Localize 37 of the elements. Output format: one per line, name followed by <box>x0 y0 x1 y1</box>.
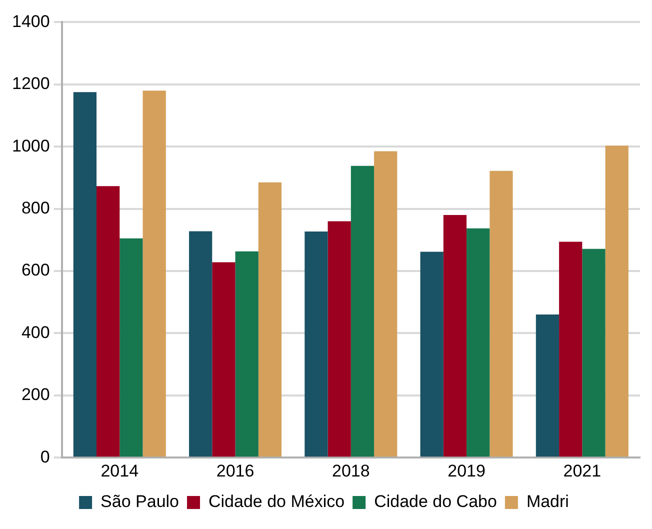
bar <box>582 248 606 457</box>
bar <box>350 166 374 457</box>
bar <box>189 231 212 457</box>
bar <box>374 151 398 457</box>
bar <box>304 232 328 457</box>
bar <box>536 314 560 457</box>
bar <box>490 170 513 457</box>
y-tick-label: 800 <box>21 198 50 218</box>
x-tick-label: 2014 <box>100 461 139 480</box>
legend-label: São Paulo <box>100 492 179 512</box>
y-tick-label: 200 <box>21 385 50 404</box>
bar <box>96 186 120 457</box>
y-tick-label: 400 <box>21 322 50 342</box>
y-tick-label: 600 <box>21 260 50 280</box>
bar <box>420 252 444 457</box>
bar <box>328 221 351 457</box>
bar <box>605 146 628 457</box>
bar <box>235 251 258 457</box>
y-tick-label: 1200 <box>12 74 50 94</box>
legend-label: Cidade do México <box>208 492 345 512</box>
y-tick-label: 1000 <box>12 136 50 156</box>
x-tick-label: 2021 <box>563 461 602 480</box>
y-tick-label: 0 <box>40 447 50 466</box>
x-tick-label: 2019 <box>448 461 486 480</box>
bar <box>443 215 467 457</box>
bar <box>466 228 490 457</box>
y-tick-label: 1400 <box>12 12 50 31</box>
bar <box>120 238 143 457</box>
bar <box>559 242 582 457</box>
x-tick-label: 2016 <box>216 461 254 480</box>
bar <box>73 92 97 457</box>
legend-label: Madri <box>526 492 569 512</box>
bar <box>142 90 166 457</box>
legend-label: Cidade do Cabo <box>374 492 497 512</box>
x-tick-label: 2018 <box>332 461 370 480</box>
bar <box>258 182 282 457</box>
bar <box>212 262 236 457</box>
